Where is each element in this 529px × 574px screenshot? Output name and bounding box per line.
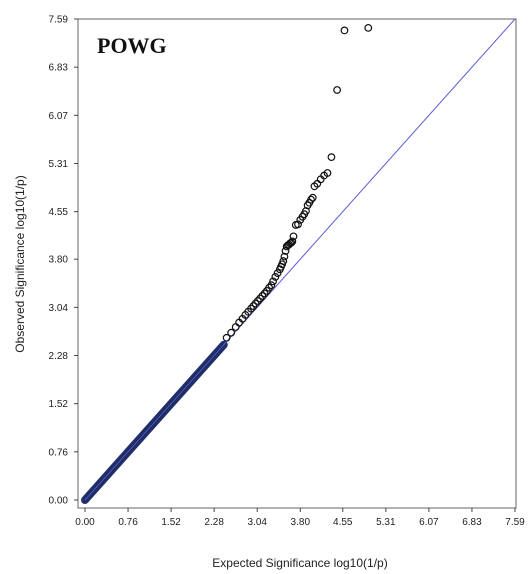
data-point [323, 169, 332, 177]
data-point [253, 297, 262, 305]
x-tick-label: 3.80 [291, 517, 311, 528]
x-tick-label: 2.28 [204, 517, 224, 528]
data-point [340, 26, 349, 35]
y-tick-label: 6.83 [49, 63, 69, 74]
data-point [288, 237, 297, 246]
y-tick-label: 1.52 [49, 399, 69, 410]
data-point [327, 153, 336, 162]
x-tick-label: 5.31 [376, 517, 396, 528]
data-point [256, 294, 264, 303]
data-point [269, 277, 277, 286]
data-point [222, 333, 231, 342]
y-tick-label: 3.04 [49, 303, 69, 314]
data-point [279, 257, 288, 265]
x-tick-label: 1.52 [161, 517, 181, 528]
y-tick-label: 0.00 [49, 496, 69, 507]
y-tick-label: 4.55 [49, 207, 69, 218]
data-point [273, 269, 282, 278]
data-point [271, 273, 280, 281]
data-point [289, 232, 298, 241]
data-point [364, 23, 373, 32]
data-point [258, 292, 267, 300]
y-axis-title: Observed Significance log10(1/p) [13, 175, 27, 352]
data-point [333, 86, 342, 94]
data-point [267, 281, 276, 290]
data-point [280, 252, 289, 261]
data-point [265, 283, 274, 292]
x-tick-label: 0.76 [118, 517, 138, 528]
y-tick-label: 5.31 [49, 159, 69, 170]
x-tick-label: 4.55 [333, 517, 353, 528]
y-tick-label: 7.59 [49, 15, 69, 26]
x-axis-title: Expected Significance log10(1/p) [212, 556, 387, 570]
data-point [307, 195, 315, 204]
x-tick-label: 7.59 [505, 517, 525, 528]
chart-title: POWG [97, 33, 167, 58]
reference-line [84, 18, 516, 501]
y-tick-label: 3.80 [49, 255, 69, 266]
data-point [308, 193, 317, 202]
y-tick-label: 0.76 [49, 447, 69, 458]
x-tick-label: 6.83 [462, 517, 482, 528]
x-tick-label: 6.07 [419, 517, 439, 528]
points-layer [222, 23, 373, 342]
data-point [294, 220, 302, 229]
data-point [251, 299, 260, 308]
x-tick-label: 3.04 [247, 517, 267, 528]
y-axis-ticks: 0.00 0.76 1.52 2.28 3.04 3.80 4.55 5.31 6.07 6.83… [49, 15, 78, 507]
y-tick-label: 2.28 [49, 351, 69, 362]
data-point [227, 328, 236, 337]
data-point [260, 289, 269, 298]
x-axis-ticks: 0.00 0.76 1.52 2.28 3.04 3.80 4.55 5.31 6.07 6.83… [75, 508, 525, 528]
data-point [247, 304, 255, 313]
x-tick-label: 0.00 [75, 517, 95, 528]
y-tick-label: 6.07 [49, 111, 69, 122]
data-point [249, 302, 258, 310]
